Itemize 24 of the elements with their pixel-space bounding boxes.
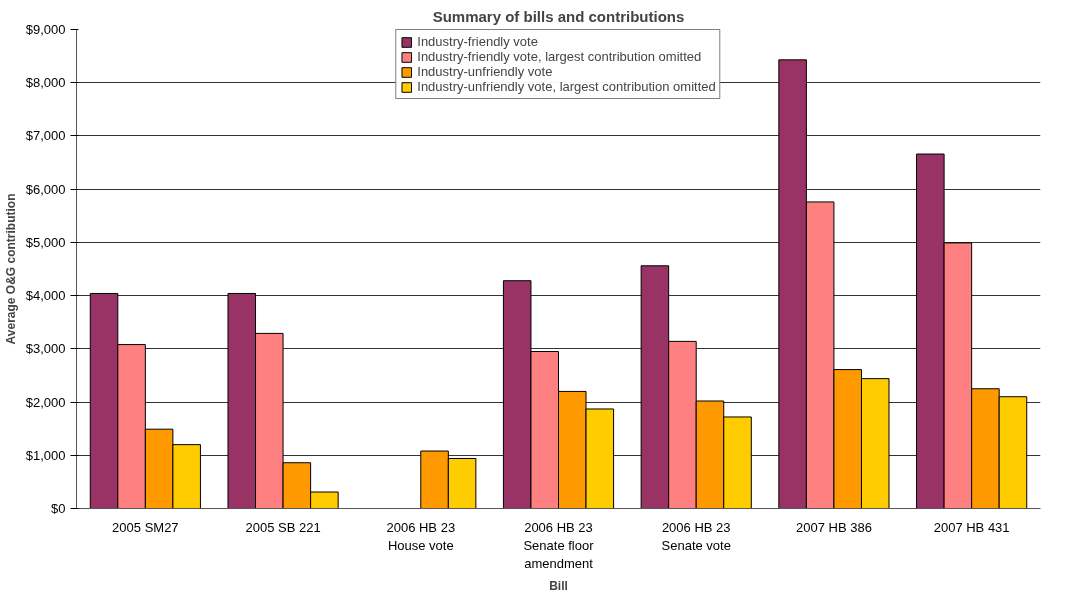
legend-label: Industry-unfriendly vote xyxy=(417,64,553,79)
y-tick-label: $2,000 xyxy=(25,394,66,410)
x-tick-label: 2007 HB 386 xyxy=(795,519,872,535)
x-tick-label: 2005 SB 221 xyxy=(245,519,321,535)
x-axis-title: Bill xyxy=(549,578,568,593)
x-tick-label: 2006 HB 23 Senate vote xyxy=(661,519,731,553)
y-tick-label: $6,000 xyxy=(25,181,66,197)
y-tick-label: $7,000 xyxy=(25,128,66,144)
y-tick-label: $5,000 xyxy=(25,234,66,250)
legend-label: Industry-unfriendly vote, largest contribution omitted xyxy=(417,79,716,94)
y-tick-label: $0 xyxy=(51,501,66,516)
y-axis-title: Average O&G contribution xyxy=(3,193,18,345)
y-tick-label: $3,000 xyxy=(25,341,66,357)
x-tick-label: 2007 HB 431 xyxy=(933,519,1010,535)
y-tick-label: $9,000 xyxy=(25,22,66,37)
x-tick-label: 2006 HB 23 House vote xyxy=(386,519,456,553)
y-tick-label: $4,000 xyxy=(25,288,66,304)
x-tick-label: 2006 HB 23 Senate floor amendment xyxy=(523,519,595,571)
chart-title: Summary of bills and contributions xyxy=(432,7,685,25)
y-tick-label: $8,000 xyxy=(25,75,66,91)
y-tick-label: $1,000 xyxy=(25,447,66,463)
legend-label: Industry-friendly vote xyxy=(417,34,538,49)
legend-label: Industry-friendly vote, largest contribution omitted xyxy=(417,49,702,64)
x-tick-label: 2005 SM27 xyxy=(112,519,179,535)
